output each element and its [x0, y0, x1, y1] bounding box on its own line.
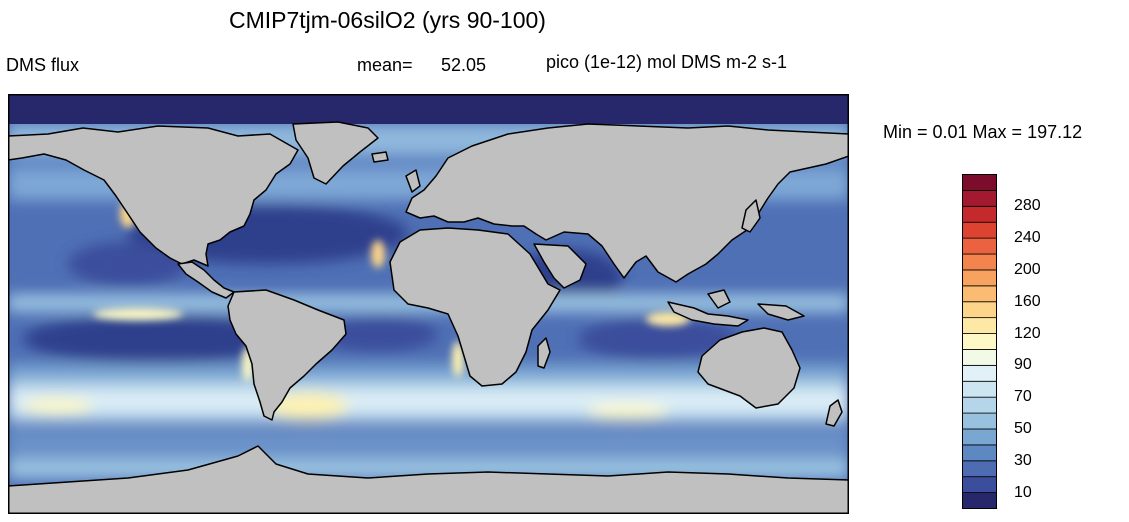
colorbar-label: 90: [1014, 356, 1032, 374]
africa: [389, 227, 561, 387]
iceland: [371, 151, 389, 163]
madagascar: [537, 337, 551, 369]
colorbar-label: 200: [1014, 260, 1041, 278]
colorbar-box: [962, 333, 997, 350]
colorbar-box: [962, 205, 997, 223]
colorbar-label: 120: [1014, 324, 1041, 342]
colorbar-box: [962, 253, 997, 271]
mean-label: mean=: [357, 55, 413, 75]
japan: [741, 199, 761, 233]
borneo: [707, 289, 731, 309]
colorbar-box: [962, 428, 997, 446]
colorbar-label: 70: [1014, 388, 1032, 406]
colorbar-box: [962, 492, 997, 509]
colorbar-label: 280: [1014, 197, 1041, 215]
new-guinea: [757, 303, 805, 321]
greenland: [292, 121, 379, 185]
world-map: [8, 94, 849, 514]
australia: [697, 327, 801, 409]
sea-ice-north: [8, 94, 849, 124]
colorbar-box: [962, 364, 997, 382]
antarctica: [8, 445, 849, 514]
arabian-peninsula: [533, 243, 587, 289]
colorbar-box: [962, 301, 997, 319]
colorbar-label: 160: [1014, 292, 1041, 310]
colorbar-box: [962, 317, 997, 334]
colorbar-label: 50: [1014, 419, 1032, 437]
colorbar-label: 30: [1014, 451, 1032, 469]
colorbar-box: [962, 349, 997, 366]
plot-title: CMIP7tjm-06silO2 (yrs 90-100): [229, 7, 546, 33]
colorbar-box: [962, 221, 997, 239]
colorbar-box: [962, 412, 997, 430]
north-america: [8, 125, 299, 267]
colorbar-box: [962, 269, 997, 287]
new-zealand: [825, 399, 843, 427]
british-isles: [405, 169, 421, 193]
land: [8, 121, 849, 514]
south-america: [227, 289, 347, 421]
map-frame: [8, 94, 849, 514]
indonesia: [667, 301, 749, 327]
variable-label: DMS flux: [6, 55, 80, 75]
colorbar-box: [962, 476, 997, 493]
colorbar-label: 240: [1014, 229, 1041, 247]
colorbar-box: [962, 396, 997, 414]
colorbar: [962, 174, 997, 509]
colorbar-box: [962, 237, 997, 255]
colorbar-box: [962, 444, 997, 462]
eurasia: [405, 123, 849, 283]
colorbar-frame: [962, 174, 997, 509]
colorbar-box: [962, 190, 997, 207]
colorbar-box: [962, 285, 997, 303]
mean-value: 52.05: [441, 55, 487, 75]
colorbar-box: [962, 460, 997, 478]
colorbar-box: [962, 174, 997, 191]
colorbar-label: 10: [1014, 483, 1032, 501]
units-label: pico (1e-12) mol DMS m-2 s-1: [546, 52, 788, 72]
min-max-label: Min = 0.01 Max = 197.12: [883, 122, 1083, 142]
colorbar-box: [962, 380, 997, 398]
